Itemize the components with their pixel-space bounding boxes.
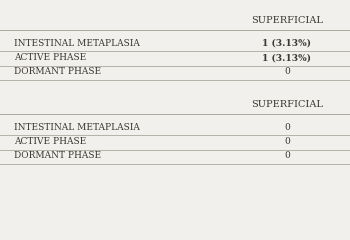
Text: INTESTINAL METAPLASIA: INTESTINAL METAPLASIA	[14, 123, 140, 132]
Text: 0: 0	[284, 137, 290, 146]
Text: SUPERFICIAL: SUPERFICIAL	[251, 16, 323, 25]
Text: ACTIVE PHASE: ACTIVE PHASE	[14, 137, 86, 146]
Text: 0: 0	[284, 67, 290, 77]
Text: ACTIVE PHASE: ACTIVE PHASE	[14, 53, 86, 62]
Text: 1 (3.13%): 1 (3.13%)	[262, 53, 312, 62]
Text: DORMANT PHASE: DORMANT PHASE	[14, 151, 101, 161]
Text: 0: 0	[284, 123, 290, 132]
Text: 0: 0	[284, 151, 290, 161]
Text: SUPERFICIAL: SUPERFICIAL	[251, 100, 323, 109]
Text: INTESTINAL METAPLASIA: INTESTINAL METAPLASIA	[14, 39, 140, 48]
Text: DORMANT PHASE: DORMANT PHASE	[14, 67, 101, 77]
Text: 1 (3.13%): 1 (3.13%)	[262, 39, 312, 48]
